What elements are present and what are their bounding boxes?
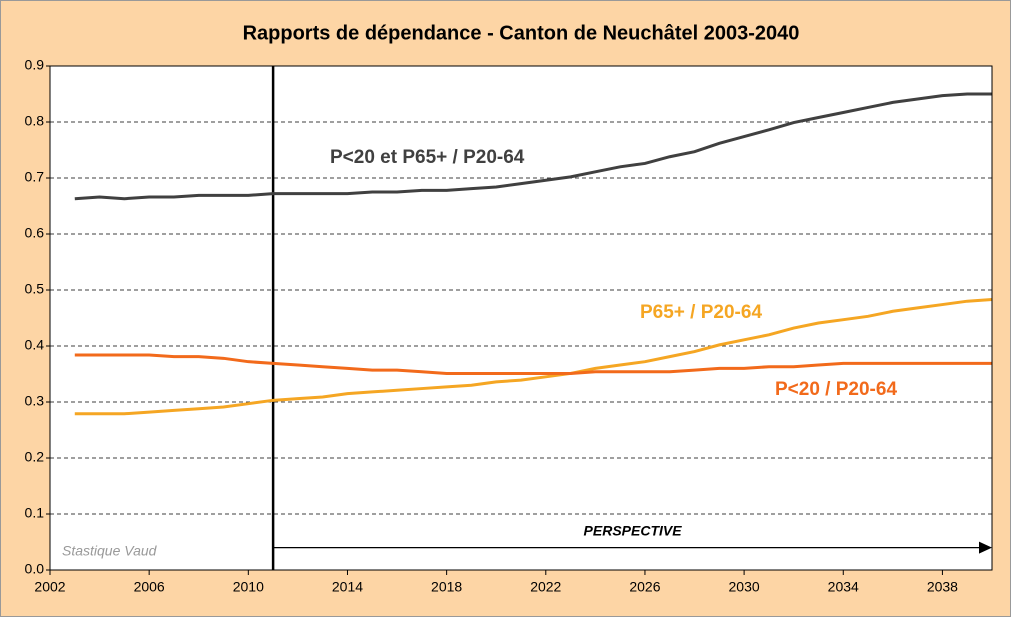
x-tick-label: 2038 — [927, 579, 958, 595]
x-tick-label: 2018 — [431, 579, 462, 595]
y-tick-label: 0.6 — [25, 225, 45, 241]
x-tick-label: 2022 — [530, 579, 561, 595]
series-label: P<20 / P20-64 — [775, 379, 897, 400]
plot-area — [50, 66, 992, 570]
plot-border — [49, 65, 993, 571]
series-label: P65+ / P20-64 — [640, 302, 762, 323]
line-series — [74, 92, 992, 201]
x-tick-label: 2002 — [34, 579, 65, 595]
y-tick-label: 0.0 — [25, 561, 45, 577]
y-tick-label: 0.3 — [25, 393, 45, 409]
line-series — [74, 353, 992, 375]
x-tick-label: 2034 — [828, 579, 859, 595]
y-tick-label: 0.7 — [25, 169, 45, 185]
x-tick-label: 2030 — [729, 579, 760, 595]
y-tick-label: 0.9 — [25, 57, 45, 73]
y-tick-label: 0.1 — [25, 505, 45, 521]
y-tick-label: 0.2 — [25, 449, 45, 465]
x-tick-label: 2014 — [332, 579, 363, 595]
y-tick-label: 0.4 — [25, 337, 45, 353]
x-tick-label: 2006 — [134, 579, 165, 595]
line-series — [74, 298, 993, 416]
source: Stastique Vaud — [62, 543, 158, 559]
y-tick-label: 0.5 — [25, 281, 45, 297]
x-tick-label: 2010 — [233, 579, 264, 595]
chart-title: Rapports de dépendance - Canton de Neuch… — [243, 22, 800, 44]
annotation: PERSPECTIVE — [584, 522, 683, 538]
y-tick-label: 0.8 — [25, 113, 45, 129]
arrow-head — [979, 541, 992, 554]
series-label: P<20 et P65+ / P20-64 — [330, 147, 525, 168]
x-tick-label: 2026 — [629, 579, 660, 595]
